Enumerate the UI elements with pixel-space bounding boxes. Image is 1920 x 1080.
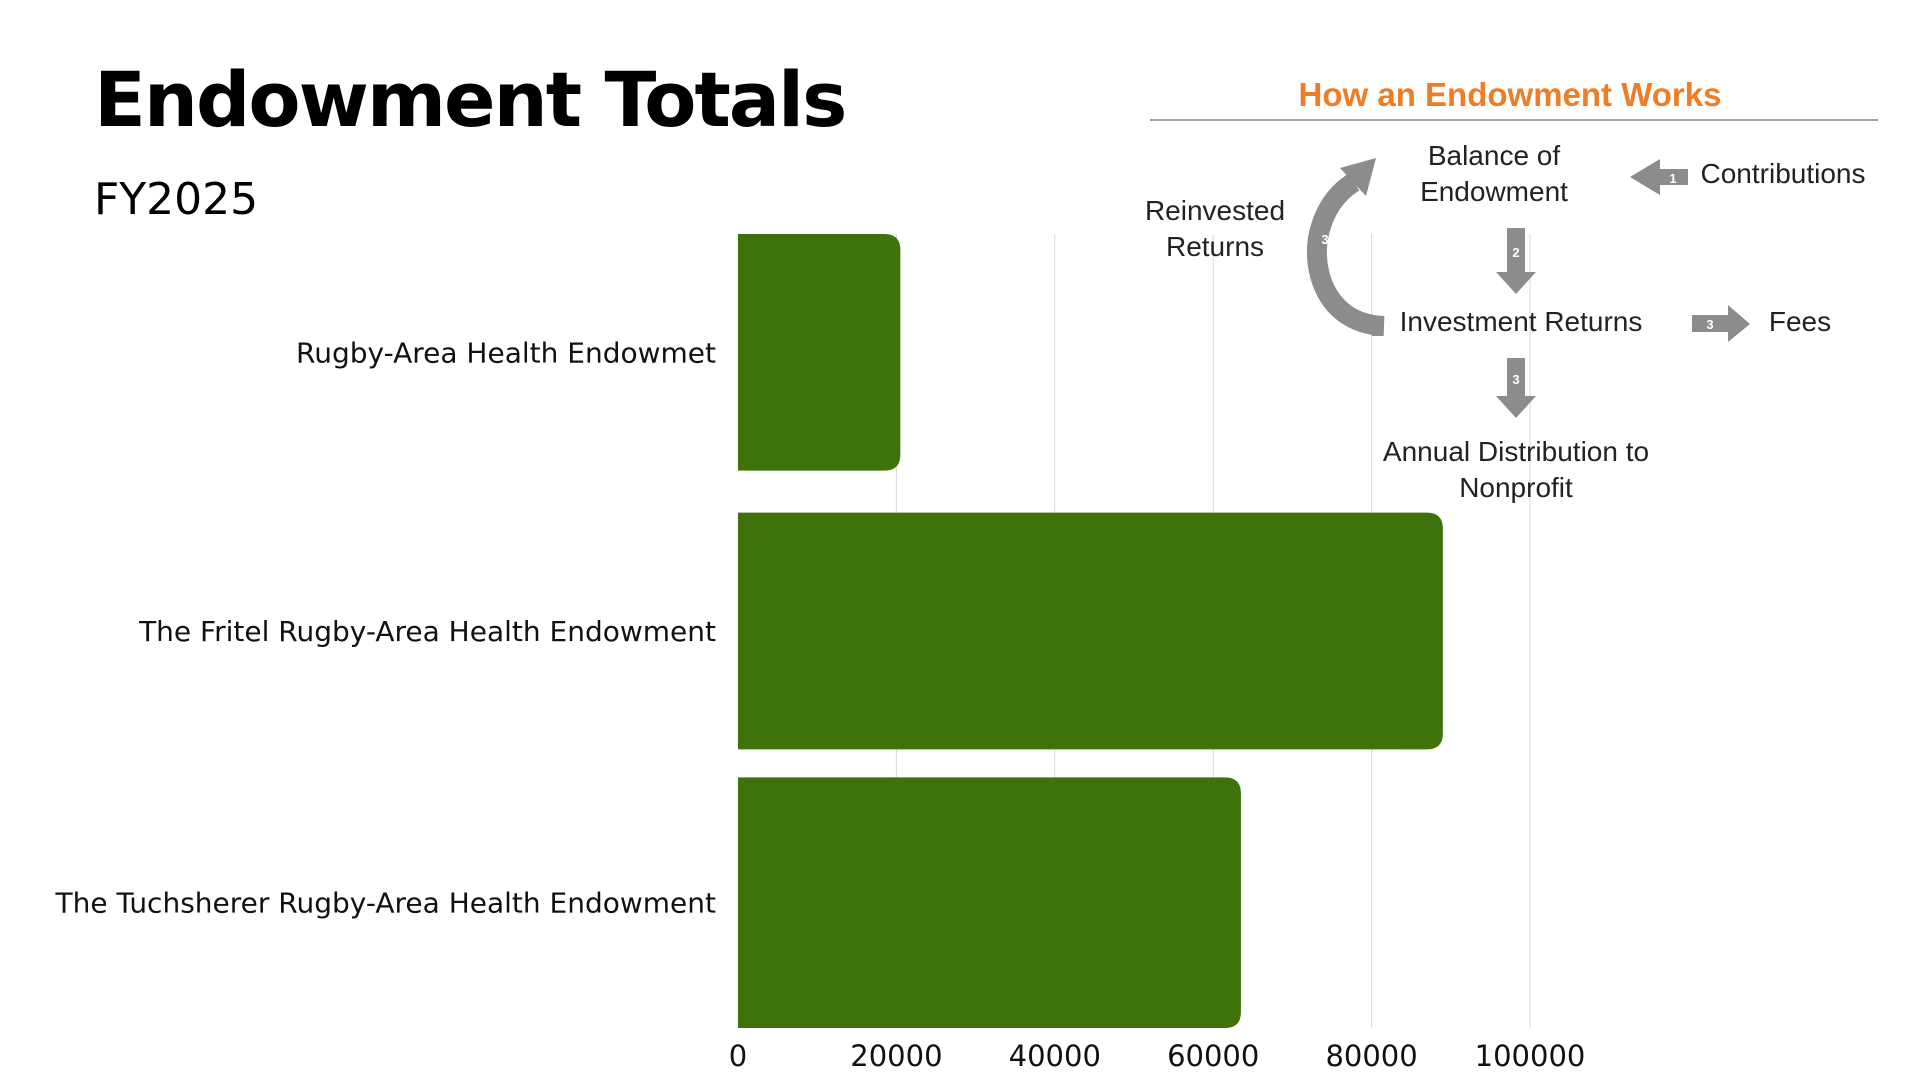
chart-x-tick-labels: 0 20000 40000 60000 80000 100000 bbox=[729, 1039, 1586, 1073]
fiscal-year-subtitle: FY2025 bbox=[94, 174, 259, 225]
chart-category-labels: Rugby-Area Health Endowmet The Fritel Rug… bbox=[54, 336, 716, 919]
x-tick-label: 100000 bbox=[1475, 1039, 1586, 1073]
fees-arrow-icon: 3 bbox=[1692, 305, 1750, 342]
category-label: Rugby-Area Health Endowmet bbox=[296, 336, 716, 369]
step-1-label: 1 bbox=[1669, 171, 1676, 186]
x-tick-label: 60000 bbox=[1167, 1039, 1259, 1073]
investment-returns-label: Investment Returns bbox=[1399, 306, 1643, 337]
reinvested-returns-label: Reinvested Returns bbox=[1144, 195, 1286, 262]
category-label: The Tuchsherer Rugby-Area Health Endowme… bbox=[54, 887, 716, 920]
fees-label: Fees bbox=[1768, 306, 1832, 337]
endowment-flow-diagram: 1 2 3 3 3 How an Endowment Works Balance… bbox=[1140, 76, 1880, 516]
reinvest-curved-arrow-icon: 3 bbox=[1307, 158, 1385, 336]
balance-of-endowment-label: Balance of Endowment bbox=[1420, 140, 1568, 207]
chart-bars bbox=[738, 234, 1443, 1028]
annual-distribution-label: Annual Distribution to Nonprofit bbox=[1382, 436, 1650, 503]
x-tick-label: 80000 bbox=[1325, 1039, 1417, 1073]
diagram-heading: How an Endowment Works bbox=[1298, 76, 1722, 113]
flow-diagram-graphics: 1 2 3 3 3 bbox=[1150, 119, 1878, 418]
bar-3 bbox=[738, 777, 1241, 1028]
returns-down-arrow-icon: 2 bbox=[1496, 228, 1536, 294]
distribution-down-arrow-icon: 3 bbox=[1496, 358, 1536, 418]
x-tick-label: 0 bbox=[729, 1039, 747, 1073]
category-label: The Fritel Rugby-Area Health Endowment bbox=[138, 615, 716, 648]
x-tick-label: 20000 bbox=[850, 1039, 942, 1073]
bar-1 bbox=[738, 234, 901, 471]
contributions-arrow-icon: 1 bbox=[1630, 159, 1688, 195]
x-tick-label: 40000 bbox=[1009, 1039, 1101, 1073]
step-3-distribution-label: 3 bbox=[1512, 372, 1519, 387]
step-2-label: 2 bbox=[1512, 245, 1519, 260]
page-title: Endowment Totals bbox=[94, 55, 847, 144]
contributions-label: Contributions bbox=[1700, 158, 1866, 189]
step-3-reinvest-label: 3 bbox=[1321, 232, 1328, 247]
bar-2 bbox=[738, 512, 1443, 750]
step-3-fees-label: 3 bbox=[1706, 317, 1713, 332]
